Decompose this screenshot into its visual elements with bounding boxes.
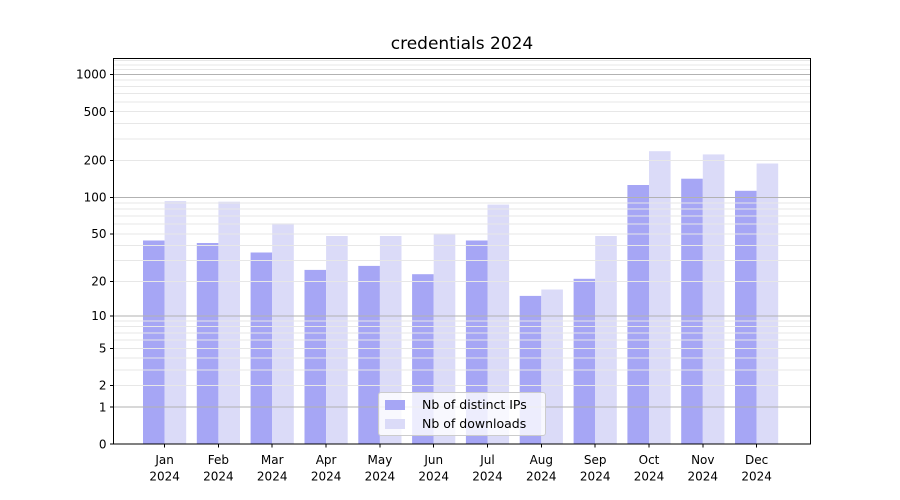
x-tick-label-year: 2024: [365, 470, 396, 484]
x-tick-label-year: 2024: [526, 470, 557, 484]
x-tick-label-year: 2024: [257, 470, 288, 484]
legend-entry-downloads: Nb of downloads: [385, 415, 539, 432]
y-tick-label: 10: [91, 309, 106, 323]
x-tick-label-month: Nov: [691, 453, 714, 467]
x-tick-label-month: Apr: [316, 453, 337, 467]
bar-downloads-dec: [756, 163, 779, 445]
bar-distinct-ips-jan: [143, 240, 165, 445]
x-tick-label-month: Oct: [639, 453, 660, 467]
x-tick-label-month: Feb: [208, 453, 229, 467]
legend-label-downloads: Nb of downloads: [422, 416, 527, 431]
y-tick-label: 500: [84, 105, 107, 119]
bar-downloads-nov: [702, 154, 725, 445]
bar-downloads-feb: [218, 201, 240, 445]
x-tick-label-month: Aug: [530, 453, 553, 467]
bar-downloads-mar: [272, 223, 294, 445]
y-tick-label: 20: [91, 275, 106, 289]
bar-distinct-ips-dec: [735, 190, 757, 445]
legend: Nb of distinct IPs Nb of downloads: [378, 392, 546, 436]
x-tick-label-year: 2024: [741, 470, 772, 484]
bar-distinct-ips-may: [358, 265, 380, 445]
bar-distinct-ips-nov: [681, 178, 703, 445]
x-tick-label-month: May: [367, 453, 392, 467]
x-tick-label-year: 2024: [311, 470, 342, 484]
legend-label-distinct-ips: Nb of distinct IPs: [422, 397, 527, 412]
y-tick-label: 2: [99, 379, 107, 393]
x-tick-label-month: Sep: [584, 453, 607, 467]
x-tick-label-year: 2024: [418, 470, 449, 484]
bar-downloads-oct: [649, 151, 671, 445]
x-tick-label-year: 2024: [580, 470, 611, 484]
x-tick-label-month: Jan: [154, 453, 174, 467]
bar-downloads-jul: [487, 204, 510, 445]
y-tick-label: 0: [99, 437, 107, 451]
y-tick-label: 50: [91, 227, 106, 241]
bar-downloads-jan: [164, 201, 187, 445]
axes-frame: [113, 58, 812, 445]
y-tick-label: 1: [99, 400, 107, 414]
chart-title: credentials 2024: [390, 34, 534, 54]
x-tick-label-year: 2024: [688, 470, 719, 484]
y-tick-label: 1000: [76, 68, 107, 82]
x-tick-label-year: 2024: [203, 470, 234, 484]
y-tick-label: 200: [84, 154, 107, 168]
x-tick-label-month: Mar: [261, 453, 284, 467]
bar-downloads-aug: [541, 289, 563, 445]
x-tick-label-year: 2024: [634, 470, 665, 484]
x-tick-label-year: 2024: [472, 470, 503, 484]
legend-swatch-downloads: [385, 418, 405, 429]
bar-downloads-jun: [433, 233, 456, 445]
x-tick-label-month: Dec: [745, 453, 768, 467]
bar-distinct-ips-sep: [573, 278, 596, 445]
bar-distinct-ips-feb: [196, 243, 219, 445]
bar-distinct-ips-apr: [304, 269, 327, 445]
legend-swatch-distinct-ips: [385, 399, 405, 410]
y-tick-label: 100: [84, 191, 107, 205]
x-tick-label-month: Jul: [479, 453, 494, 467]
x-tick-label-month: Jun: [423, 453, 443, 467]
legend-entry-distinct-ips: Nb of distinct IPs: [385, 396, 539, 413]
bar-distinct-ips-oct: [627, 185, 649, 445]
y-tick-label: 5: [99, 342, 107, 356]
x-tick-label-year: 2024: [149, 470, 180, 484]
